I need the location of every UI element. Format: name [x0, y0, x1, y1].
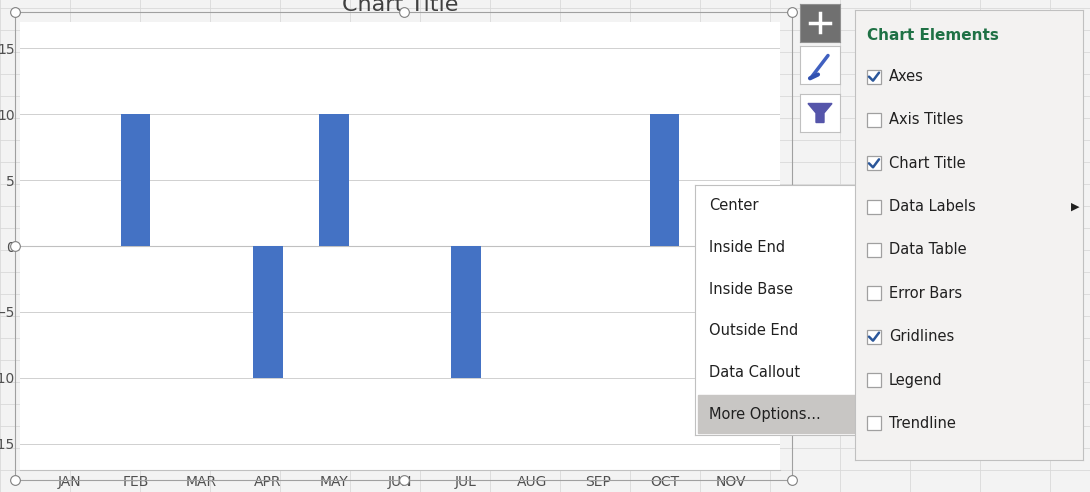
- Bar: [451, 246, 481, 378]
- Text: Axes: Axes: [889, 69, 924, 84]
- Text: Inside End: Inside End: [708, 240, 785, 255]
- Bar: [867, 286, 881, 300]
- Text: Center: Center: [708, 198, 759, 214]
- Bar: [716, 246, 746, 378]
- Text: Trendline: Trendline: [889, 416, 956, 431]
- Bar: [253, 246, 282, 378]
- Text: Data Callout: Data Callout: [708, 365, 800, 380]
- Bar: [867, 156, 881, 170]
- Bar: [867, 70, 881, 84]
- Bar: [867, 243, 881, 257]
- Bar: [867, 113, 881, 127]
- Polygon shape: [808, 103, 832, 123]
- Text: Chart Elements: Chart Elements: [867, 28, 998, 42]
- Text: Legend: Legend: [889, 372, 943, 388]
- Bar: [867, 373, 881, 387]
- Text: Chart Title: Chart Title: [889, 156, 966, 171]
- Bar: [867, 416, 881, 430]
- Text: Error Bars: Error Bars: [889, 286, 962, 301]
- Title: Chart Title: Chart Title: [342, 0, 458, 15]
- Text: Inside Base: Inside Base: [708, 281, 794, 297]
- Bar: [867, 330, 881, 344]
- Text: More Options...: More Options...: [708, 407, 821, 422]
- Bar: [121, 114, 150, 246]
- Text: Data Table: Data Table: [889, 243, 967, 257]
- Text: Gridlines: Gridlines: [889, 329, 954, 344]
- Text: Outside End: Outside End: [708, 323, 798, 338]
- Text: Data Labels: Data Labels: [889, 199, 976, 214]
- Bar: [650, 114, 679, 246]
- Bar: [698, 396, 860, 433]
- Text: Axis Titles: Axis Titles: [889, 113, 964, 127]
- Bar: [319, 114, 349, 246]
- Bar: [867, 200, 881, 214]
- Text: ▶: ▶: [1070, 202, 1079, 212]
